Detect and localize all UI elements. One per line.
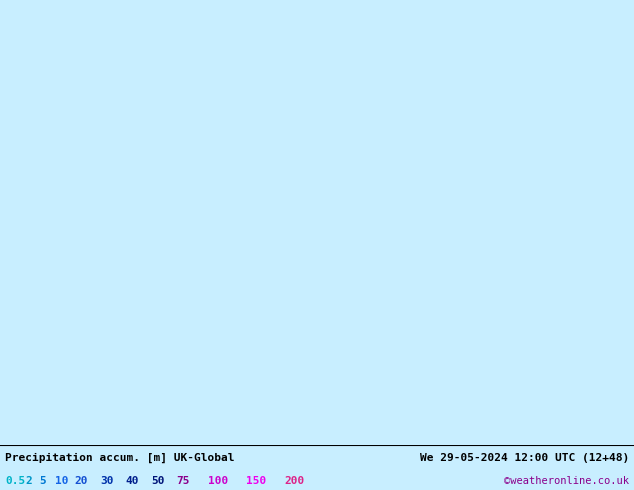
- Text: 0.5: 0.5: [5, 476, 25, 487]
- Text: ©weatheronline.co.uk: ©weatheronline.co.uk: [504, 476, 629, 487]
- Text: 75: 75: [176, 476, 190, 487]
- Text: 200: 200: [284, 476, 304, 487]
- Text: 150: 150: [246, 476, 266, 487]
- Text: 5: 5: [39, 476, 46, 487]
- Text: 20: 20: [75, 476, 88, 487]
- Text: 2: 2: [25, 476, 32, 487]
- Text: 10: 10: [55, 476, 68, 487]
- Text: 30: 30: [100, 476, 113, 487]
- Text: 40: 40: [126, 476, 139, 487]
- Text: Precipitation accum. [m] UK-Global: Precipitation accum. [m] UK-Global: [5, 453, 235, 463]
- Text: 50: 50: [151, 476, 164, 487]
- Text: 100: 100: [208, 476, 228, 487]
- Text: We 29-05-2024 12:00 UTC (12+48): We 29-05-2024 12:00 UTC (12+48): [420, 453, 629, 463]
